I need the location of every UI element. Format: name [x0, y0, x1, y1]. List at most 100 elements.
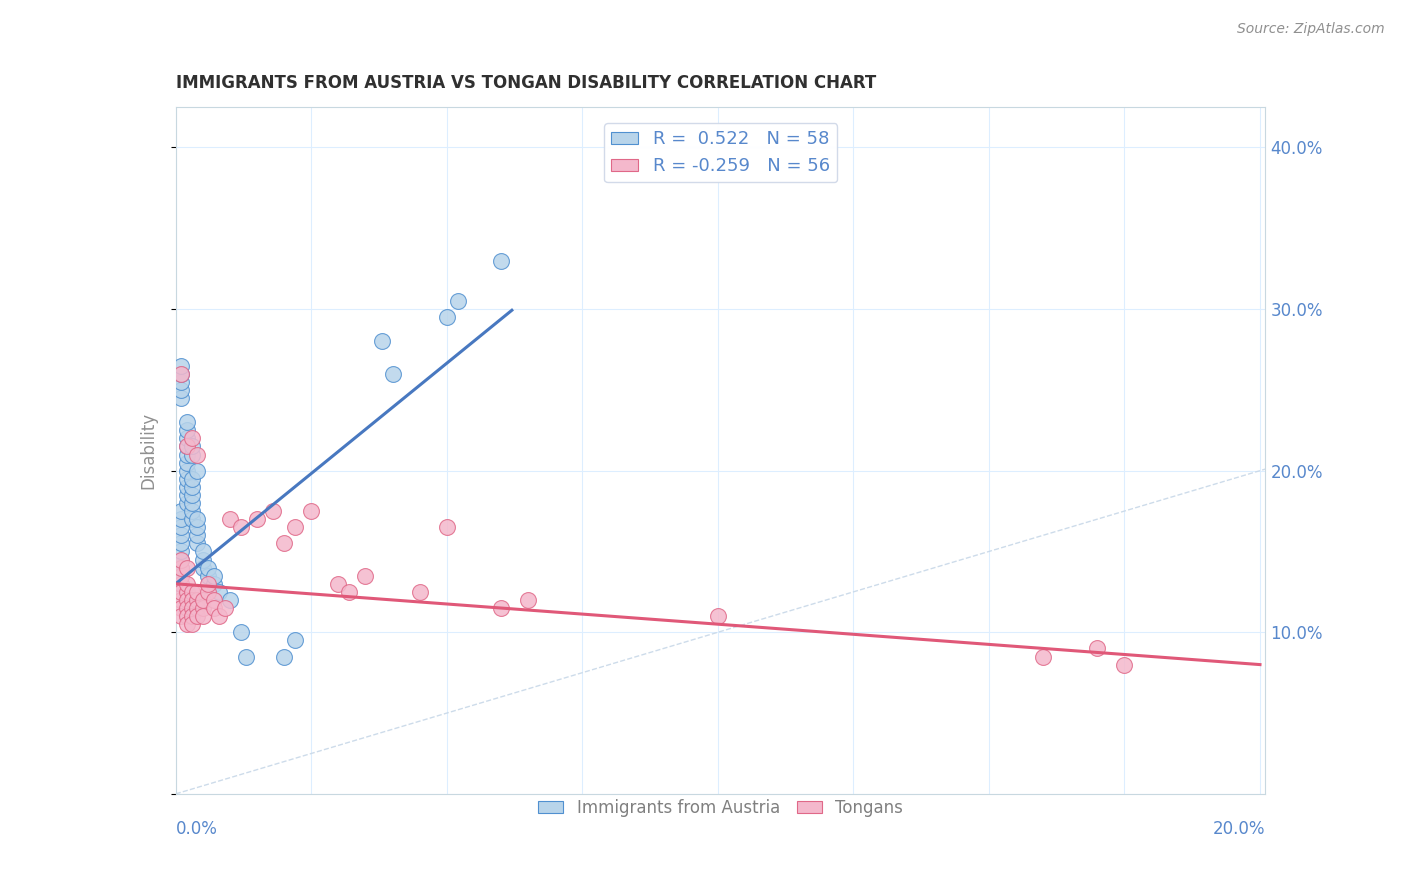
Point — [214, 601, 236, 615]
Point — [197, 560, 219, 574]
Point — [337, 585, 360, 599]
Point — [170, 576, 193, 591]
Point — [197, 585, 219, 599]
Point — [170, 359, 193, 373]
Point — [273, 649, 295, 664]
Point — [186, 448, 208, 462]
Point — [176, 576, 198, 591]
Point — [202, 601, 225, 615]
Point — [170, 512, 193, 526]
Point — [489, 601, 512, 615]
Point — [181, 439, 204, 453]
Point — [176, 480, 198, 494]
Point — [176, 496, 198, 510]
Point — [284, 633, 307, 648]
Point — [170, 367, 193, 381]
Point — [436, 310, 458, 325]
Point — [299, 504, 322, 518]
Text: IMMIGRANTS FROM AUSTRIA VS TONGAN DISABILITY CORRELATION CHART: IMMIGRANTS FROM AUSTRIA VS TONGAN DISABI… — [176, 74, 876, 92]
Point — [170, 375, 193, 389]
Point — [191, 601, 214, 615]
Point — [186, 601, 208, 615]
Point — [354, 568, 377, 582]
Point — [197, 568, 219, 582]
Point — [191, 593, 214, 607]
Point — [170, 568, 193, 582]
Point — [191, 544, 214, 558]
Point — [170, 536, 193, 550]
Point — [181, 496, 204, 510]
Point — [170, 552, 193, 566]
Point — [517, 593, 540, 607]
Point — [284, 520, 307, 534]
Point — [446, 293, 468, 308]
Point — [176, 439, 198, 453]
Point — [181, 431, 204, 445]
Point — [1114, 657, 1136, 672]
Point — [176, 585, 198, 599]
Point — [176, 464, 198, 478]
Point — [170, 585, 193, 599]
Point — [328, 576, 350, 591]
Point — [181, 448, 204, 462]
Point — [176, 423, 198, 437]
Point — [219, 512, 242, 526]
Point — [436, 520, 458, 534]
Point — [170, 609, 193, 624]
Point — [176, 560, 198, 574]
Point — [202, 593, 225, 607]
Legend: Immigrants from Austria, Tongans: Immigrants from Austria, Tongans — [531, 792, 910, 823]
Point — [170, 544, 193, 558]
Point — [186, 528, 208, 542]
Point — [176, 439, 198, 453]
Point — [181, 472, 204, 486]
Point — [181, 585, 204, 599]
Point — [176, 448, 198, 462]
Point — [262, 504, 284, 518]
Point — [186, 585, 208, 599]
Point — [1032, 649, 1054, 664]
Point — [219, 593, 242, 607]
Point — [170, 391, 193, 405]
Point — [170, 568, 193, 582]
Point — [246, 512, 269, 526]
Point — [202, 568, 225, 582]
Point — [170, 593, 193, 607]
Point — [186, 593, 208, 607]
Text: 0.0%: 0.0% — [176, 820, 218, 838]
Point — [208, 585, 231, 599]
Point — [229, 520, 252, 534]
Point — [170, 560, 193, 574]
Point — [176, 488, 198, 502]
Point — [191, 609, 214, 624]
Point — [235, 649, 257, 664]
Point — [409, 585, 432, 599]
Point — [381, 367, 404, 381]
Point — [181, 601, 204, 615]
Point — [181, 480, 204, 494]
Point — [176, 456, 198, 470]
Point — [170, 552, 193, 566]
Point — [176, 601, 198, 615]
Point — [170, 576, 193, 591]
Text: Source: ZipAtlas.com: Source: ZipAtlas.com — [1237, 22, 1385, 37]
Point — [181, 504, 204, 518]
Y-axis label: Disability: Disability — [139, 412, 157, 489]
Point — [170, 383, 193, 397]
Point — [186, 464, 208, 478]
Point — [176, 609, 198, 624]
Point — [273, 536, 295, 550]
Point — [176, 617, 198, 632]
Point — [1085, 641, 1108, 656]
Point — [181, 512, 204, 526]
Point — [181, 609, 204, 624]
Point — [186, 520, 208, 534]
Point — [186, 512, 208, 526]
Point — [170, 367, 193, 381]
Point — [176, 431, 198, 445]
Point — [181, 617, 204, 632]
Point — [170, 560, 193, 574]
Point — [170, 528, 193, 542]
Point — [176, 472, 198, 486]
Point — [176, 593, 198, 607]
